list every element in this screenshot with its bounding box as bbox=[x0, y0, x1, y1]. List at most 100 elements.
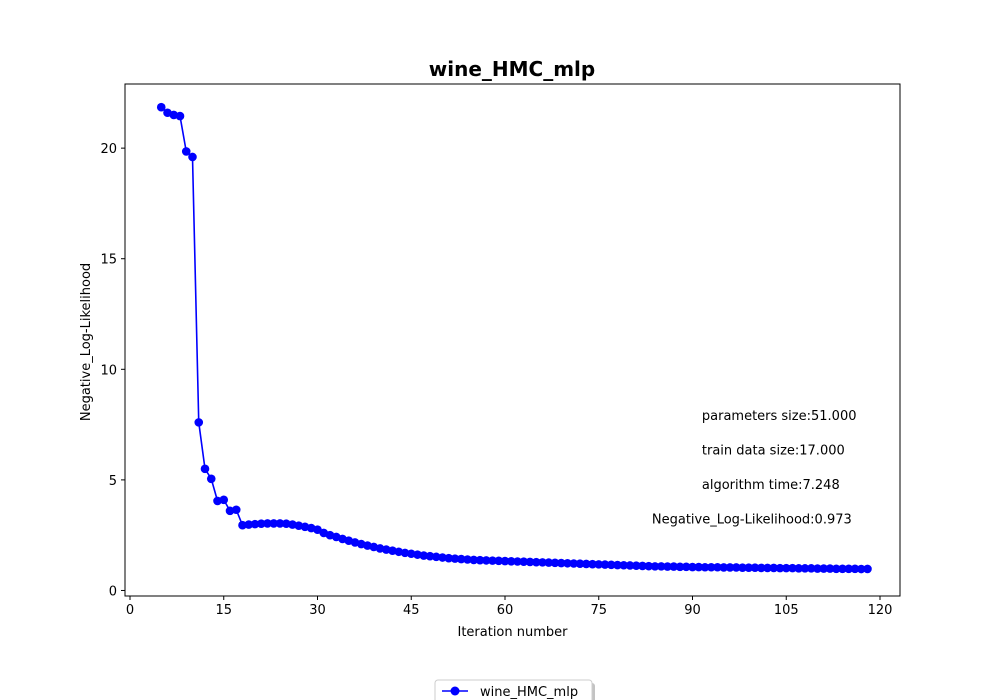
legend-marker bbox=[450, 686, 460, 696]
data-point bbox=[600, 560, 610, 569]
data-point bbox=[781, 563, 791, 573]
data-point bbox=[631, 561, 641, 571]
data-point bbox=[431, 552, 441, 562]
data-point bbox=[856, 564, 866, 574]
data-point bbox=[463, 555, 472, 564]
data-point bbox=[663, 562, 672, 571]
x-tick-label: 45 bbox=[403, 603, 420, 618]
data-point bbox=[244, 520, 254, 529]
data-point bbox=[531, 557, 541, 567]
plot-frame bbox=[124, 83, 901, 597]
data-point bbox=[644, 561, 654, 571]
data-point bbox=[788, 563, 797, 573]
data-point bbox=[556, 558, 566, 568]
data-point bbox=[194, 418, 204, 427]
data-point bbox=[256, 519, 266, 528]
data-point bbox=[819, 564, 829, 573]
data-point bbox=[650, 562, 660, 571]
data-point bbox=[719, 563, 729, 572]
data-point bbox=[231, 505, 241, 515]
data-point bbox=[606, 560, 616, 570]
data-point bbox=[519, 557, 529, 567]
legend-label: wine_HMC_mlp bbox=[480, 685, 578, 700]
data-point bbox=[419, 551, 429, 560]
data-point bbox=[481, 556, 491, 565]
data-point bbox=[575, 559, 585, 569]
annotation-text: train data size:17.000 bbox=[702, 443, 845, 458]
data-point bbox=[688, 562, 697, 572]
data-point bbox=[675, 562, 685, 572]
data-point bbox=[681, 562, 691, 572]
data-point bbox=[756, 563, 766, 573]
y-tick-label: 0 bbox=[109, 584, 117, 599]
data-point bbox=[506, 556, 516, 566]
x-axis-label: Iteration number bbox=[457, 625, 568, 640]
data-point bbox=[669, 562, 679, 571]
data-point bbox=[569, 559, 579, 568]
series-line bbox=[160, 106, 868, 570]
y-tick-label: 10 bbox=[100, 363, 117, 378]
data-point bbox=[475, 555, 485, 565]
data-point bbox=[250, 519, 260, 529]
data-point bbox=[494, 556, 504, 566]
data-point bbox=[813, 564, 822, 573]
data-point bbox=[550, 558, 560, 568]
data-point bbox=[469, 555, 479, 565]
data-point bbox=[763, 563, 772, 573]
y-axis-label: Negative_Log-Likelihood bbox=[79, 263, 94, 421]
data-point bbox=[238, 520, 247, 530]
annotation-text: parameters size:51.000 bbox=[702, 409, 857, 424]
plot-area bbox=[156, 102, 872, 574]
data-point bbox=[656, 562, 666, 571]
data-point bbox=[744, 563, 754, 572]
data-point bbox=[438, 553, 447, 562]
data-point bbox=[219, 495, 229, 505]
data-point bbox=[206, 474, 216, 484]
y-tick-label: 5 bbox=[109, 474, 117, 489]
data-point bbox=[563, 558, 572, 568]
data-point bbox=[525, 557, 535, 567]
x-tick-label: 0 bbox=[126, 603, 134, 618]
data-point bbox=[769, 563, 779, 573]
data-point bbox=[181, 147, 191, 156]
data-point bbox=[806, 564, 816, 573]
annotations: parameters size:51.000 train data size:17… bbox=[652, 409, 857, 528]
data-point bbox=[488, 556, 497, 565]
x-tick-label: 60 bbox=[497, 603, 514, 618]
y-tick-label: 20 bbox=[100, 142, 117, 157]
data-point bbox=[269, 519, 279, 528]
data-point bbox=[844, 564, 854, 574]
data-point bbox=[188, 152, 197, 162]
data-point bbox=[750, 563, 760, 572]
data-point bbox=[513, 557, 522, 566]
data-point bbox=[850, 564, 860, 574]
data-point bbox=[863, 564, 872, 574]
data-point bbox=[731, 563, 741, 572]
data-point bbox=[838, 564, 847, 574]
data-point bbox=[800, 564, 810, 573]
x-tick-label: 90 bbox=[684, 603, 701, 618]
x-tick-label: 105 bbox=[774, 603, 799, 618]
data-point bbox=[700, 562, 710, 572]
x-axis: 0 15 30 45 60 75 90 105 120 bbox=[126, 596, 892, 618]
data-point bbox=[594, 560, 604, 569]
data-point bbox=[794, 564, 804, 573]
data-point bbox=[581, 559, 591, 569]
data-point bbox=[275, 519, 285, 528]
data-point bbox=[156, 102, 166, 112]
data-point bbox=[200, 464, 210, 474]
data-point bbox=[588, 559, 597, 569]
data-point bbox=[450, 554, 460, 563]
x-tick-label: 30 bbox=[309, 603, 326, 618]
y-tick-label: 15 bbox=[100, 253, 117, 268]
annotation-text: algorithm time:7.248 bbox=[702, 478, 840, 493]
x-tick-label: 15 bbox=[215, 603, 232, 618]
data-point bbox=[263, 519, 272, 528]
data-point bbox=[456, 554, 466, 564]
chart-title: wine_HMC_mlp bbox=[429, 57, 595, 81]
data-point bbox=[738, 563, 747, 572]
data-point bbox=[775, 563, 785, 573]
data-point bbox=[706, 562, 716, 572]
annotation-text: Negative_Log-Likelihood:0.973 bbox=[652, 513, 852, 528]
